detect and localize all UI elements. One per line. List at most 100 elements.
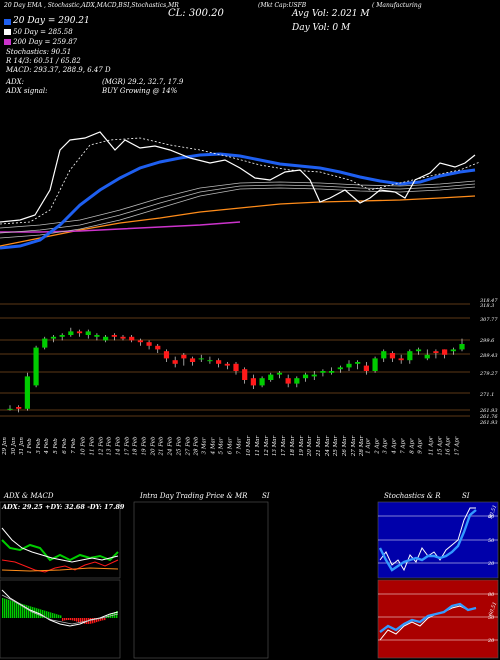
candle-bear — [433, 351, 439, 353]
macd-bar — [104, 618, 106, 621]
macd-bar — [92, 618, 94, 624]
candle-bull — [198, 358, 204, 360]
candle-bull — [355, 362, 361, 364]
macd-bar — [98, 618, 100, 622]
candle-bull — [59, 335, 65, 337]
candle-bear — [120, 336, 126, 339]
price-level-9: 261.76 — [480, 414, 498, 420]
candle-bear — [137, 340, 143, 343]
candle-bull — [459, 344, 465, 350]
candle-bull — [24, 376, 30, 409]
stoch-d-line — [378, 509, 477, 572]
intraday-title: Intra Day Trading Price & MR — [140, 492, 248, 500]
candle-bear — [285, 378, 291, 384]
stochastics-value: Stochastics: 90.51 — [6, 48, 72, 56]
price-level-3: 307.77 — [480, 317, 498, 323]
macd-bar — [56, 614, 58, 618]
price-level-6: 279.27 — [480, 371, 498, 377]
ema20-line — [0, 152, 476, 250]
macd-bar — [60, 615, 62, 618]
price-level-8: 261.93 — [480, 408, 498, 414]
candle-bear — [181, 354, 187, 359]
r-panel — [377, 579, 499, 659]
candle-bull — [329, 371, 335, 373]
candle-bull — [103, 336, 109, 341]
magenta-line — [0, 221, 241, 233]
candle-bull — [311, 374, 317, 377]
r-tick-20: 20 — [488, 638, 495, 644]
adx-orange-line — [1, 567, 119, 572]
price-level-1: 318.47 — [480, 298, 498, 304]
price-line — [0, 131, 476, 223]
macd-bar — [66, 618, 68, 621]
ema50-band-1 — [0, 180, 476, 229]
price-level-4: 299.6 — [480, 338, 495, 344]
macd-value: MACD: 293.37, 288.9, 6.47 D — [6, 66, 111, 74]
avg-volume: Avg Vol: 2.021 M — [292, 9, 370, 19]
candle-bull — [294, 378, 300, 384]
stoch-tick-20: 20 — [488, 561, 495, 567]
macd-signal-line — [1, 594, 119, 625]
price-level-5: 289.43 — [480, 353, 498, 359]
close-price: CL: 300.20 — [168, 8, 224, 19]
candle-bull — [346, 363, 352, 368]
candle-bear — [129, 336, 135, 341]
macd-bar — [10, 600, 12, 618]
main-price-chart — [0, 131, 481, 417]
macd-bar — [52, 613, 54, 618]
candle-bull — [381, 351, 387, 359]
adx-signal-label: ADX signal: — [6, 87, 48, 95]
candle-bull — [94, 335, 100, 337]
candle-bull — [259, 378, 265, 386]
candle-bull — [337, 367, 343, 370]
candle-bear — [163, 351, 170, 359]
candle-bull — [68, 331, 74, 335]
macd-bar — [28, 605, 30, 618]
candle-bull — [268, 374, 274, 380]
adx-label: ADX: — [6, 78, 25, 86]
candle-bear — [189, 358, 196, 362]
price-level-2: 318.3 — [480, 303, 495, 309]
candle-bear — [224, 363, 230, 366]
macd-bar — [40, 609, 42, 618]
macd-bar — [76, 618, 78, 622]
ema20-value: 20 Day = 290.21 — [13, 16, 90, 26]
macd-bar — [50, 612, 52, 618]
candle-bull — [424, 354, 430, 359]
macd-bar — [24, 604, 26, 618]
candle-bull — [415, 349, 422, 352]
macd-bar — [58, 614, 60, 618]
macd-bar — [20, 603, 22, 618]
adx-values: (MGR) 29.2, 32.7, 17.9 — [102, 78, 184, 86]
macd-bar — [72, 618, 74, 621]
candle-bull — [450, 349, 456, 352]
candle-bear — [398, 358, 404, 361]
si-title: SI — [262, 492, 270, 500]
macd-bar — [102, 618, 104, 621]
candle-bull — [407, 351, 413, 361]
candle-bear — [389, 353, 396, 359]
si2-title: SI — [462, 492, 470, 500]
candle-bear — [172, 360, 178, 364]
header-title-2: SI,Stochastics,MR — [123, 2, 179, 9]
header-title-1: 20 Day EMA , Stochastic,ADX,MACD,B — [4, 2, 123, 9]
macd-bar — [62, 618, 64, 621]
macd-bar — [2, 598, 4, 618]
candle-bear — [242, 369, 248, 380]
ema200-line — [0, 195, 476, 247]
candle-bull — [302, 374, 309, 379]
macd-bar — [80, 618, 82, 623]
header-title-4: ( Manufacturing — [372, 2, 422, 9]
candle-bull — [320, 371, 326, 373]
header-title-3: (Mkt Cap:USFB — [258, 2, 307, 9]
macd-bar — [54, 613, 56, 618]
macd-bar — [100, 618, 102, 621]
macd-bar — [68, 618, 70, 620]
candle-bear — [146, 342, 152, 346]
candle-bear — [363, 365, 369, 371]
candle-bull — [42, 338, 48, 348]
dotted-line — [0, 137, 481, 225]
macd-bar — [74, 618, 76, 621]
legend-ema50 — [4, 29, 11, 35]
